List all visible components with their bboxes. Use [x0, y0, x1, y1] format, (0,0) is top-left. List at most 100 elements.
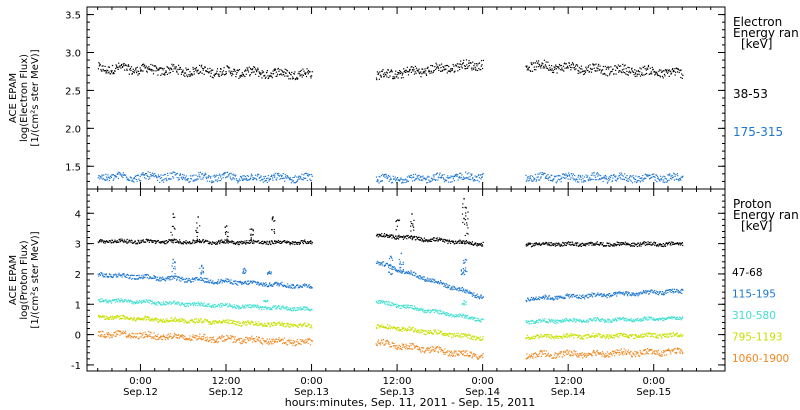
data-point	[183, 278, 185, 280]
data-point	[224, 226, 226, 228]
data-point	[464, 291, 466, 293]
data-point	[450, 175, 452, 177]
data-point	[239, 241, 241, 243]
data-point	[623, 179, 625, 181]
data-point	[243, 306, 245, 308]
data-point	[553, 66, 555, 68]
data-point	[165, 277, 167, 280]
data-point	[209, 75, 212, 77]
data-point	[595, 320, 597, 322]
data-point	[398, 258, 400, 261]
data-point	[404, 181, 406, 184]
data-point	[127, 64, 130, 66]
data-point	[628, 319, 630, 321]
data-point	[619, 70, 621, 72]
data-point	[160, 241, 162, 243]
data-point	[116, 300, 118, 302]
data-point	[386, 233, 388, 236]
data-point	[670, 72, 673, 74]
data-point	[421, 240, 423, 242]
data-point	[438, 281, 440, 283]
data-point	[654, 176, 656, 178]
data-point	[594, 293, 596, 295]
data-point	[153, 240, 155, 242]
data-point	[116, 65, 118, 67]
data-point	[259, 306, 261, 309]
data-point	[568, 174, 570, 176]
data-point	[292, 243, 294, 245]
data-point	[463, 65, 466, 67]
data-point	[614, 318, 616, 321]
data-point	[310, 241, 312, 243]
data-point	[601, 296, 603, 298]
data-point	[296, 309, 298, 311]
data-point	[125, 276, 127, 278]
data-point	[131, 240, 133, 242]
data-point	[549, 298, 552, 300]
data-point	[652, 173, 654, 176]
data-point	[292, 309, 294, 312]
data-point	[307, 69, 310, 72]
data-point	[426, 176, 428, 178]
data-point	[146, 174, 148, 177]
data-point	[250, 304, 252, 306]
data-point	[466, 289, 468, 291]
data-point	[557, 178, 559, 180]
data-point	[289, 179, 291, 181]
data-point	[445, 64, 447, 67]
data-point	[453, 288, 455, 291]
data-point	[593, 243, 595, 245]
data-point	[557, 244, 559, 246]
data-point	[680, 244, 682, 246]
data-point	[564, 67, 566, 69]
data-point	[142, 276, 144, 278]
data-point	[613, 292, 615, 294]
data-point	[197, 178, 199, 180]
data-point	[658, 291, 660, 293]
data-point	[237, 244, 239, 246]
data-point	[563, 70, 565, 72]
data-point	[429, 181, 431, 183]
data-point	[607, 320, 609, 322]
data-point	[423, 241, 425, 243]
data-point	[418, 239, 420, 241]
data-point	[644, 316, 646, 318]
data-point	[134, 240, 136, 242]
data-point	[457, 174, 459, 176]
data-point	[388, 236, 390, 238]
data-point	[154, 275, 156, 278]
data-point	[615, 180, 618, 182]
data-point	[397, 179, 399, 181]
data-point	[653, 292, 655, 294]
data-point	[432, 71, 434, 73]
data-point	[294, 71, 296, 73]
data-point	[381, 300, 383, 302]
data-point	[396, 303, 398, 305]
data-point	[625, 180, 628, 182]
data-point	[576, 318, 578, 320]
data-point	[666, 244, 669, 246]
data-point	[242, 268, 244, 270]
data-point	[170, 301, 172, 303]
data-point	[679, 292, 681, 294]
data-point	[681, 77, 683, 79]
data-point	[179, 174, 181, 176]
data-point	[239, 76, 241, 78]
data-point	[273, 242, 275, 244]
data-point	[441, 69, 444, 71]
data-point	[447, 285, 449, 288]
data-point	[599, 242, 601, 244]
data-point	[276, 75, 278, 77]
data-point	[404, 71, 406, 73]
data-point	[482, 59, 484, 61]
data-point	[529, 243, 531, 245]
data-point	[293, 284, 295, 287]
data-point	[164, 178, 166, 180]
data-point	[537, 173, 539, 175]
data-point	[675, 243, 677, 245]
data-point	[98, 273, 100, 275]
data-point	[404, 307, 406, 309]
data-point	[237, 284, 239, 286]
data-point	[227, 175, 229, 177]
data-point	[118, 66, 120, 68]
